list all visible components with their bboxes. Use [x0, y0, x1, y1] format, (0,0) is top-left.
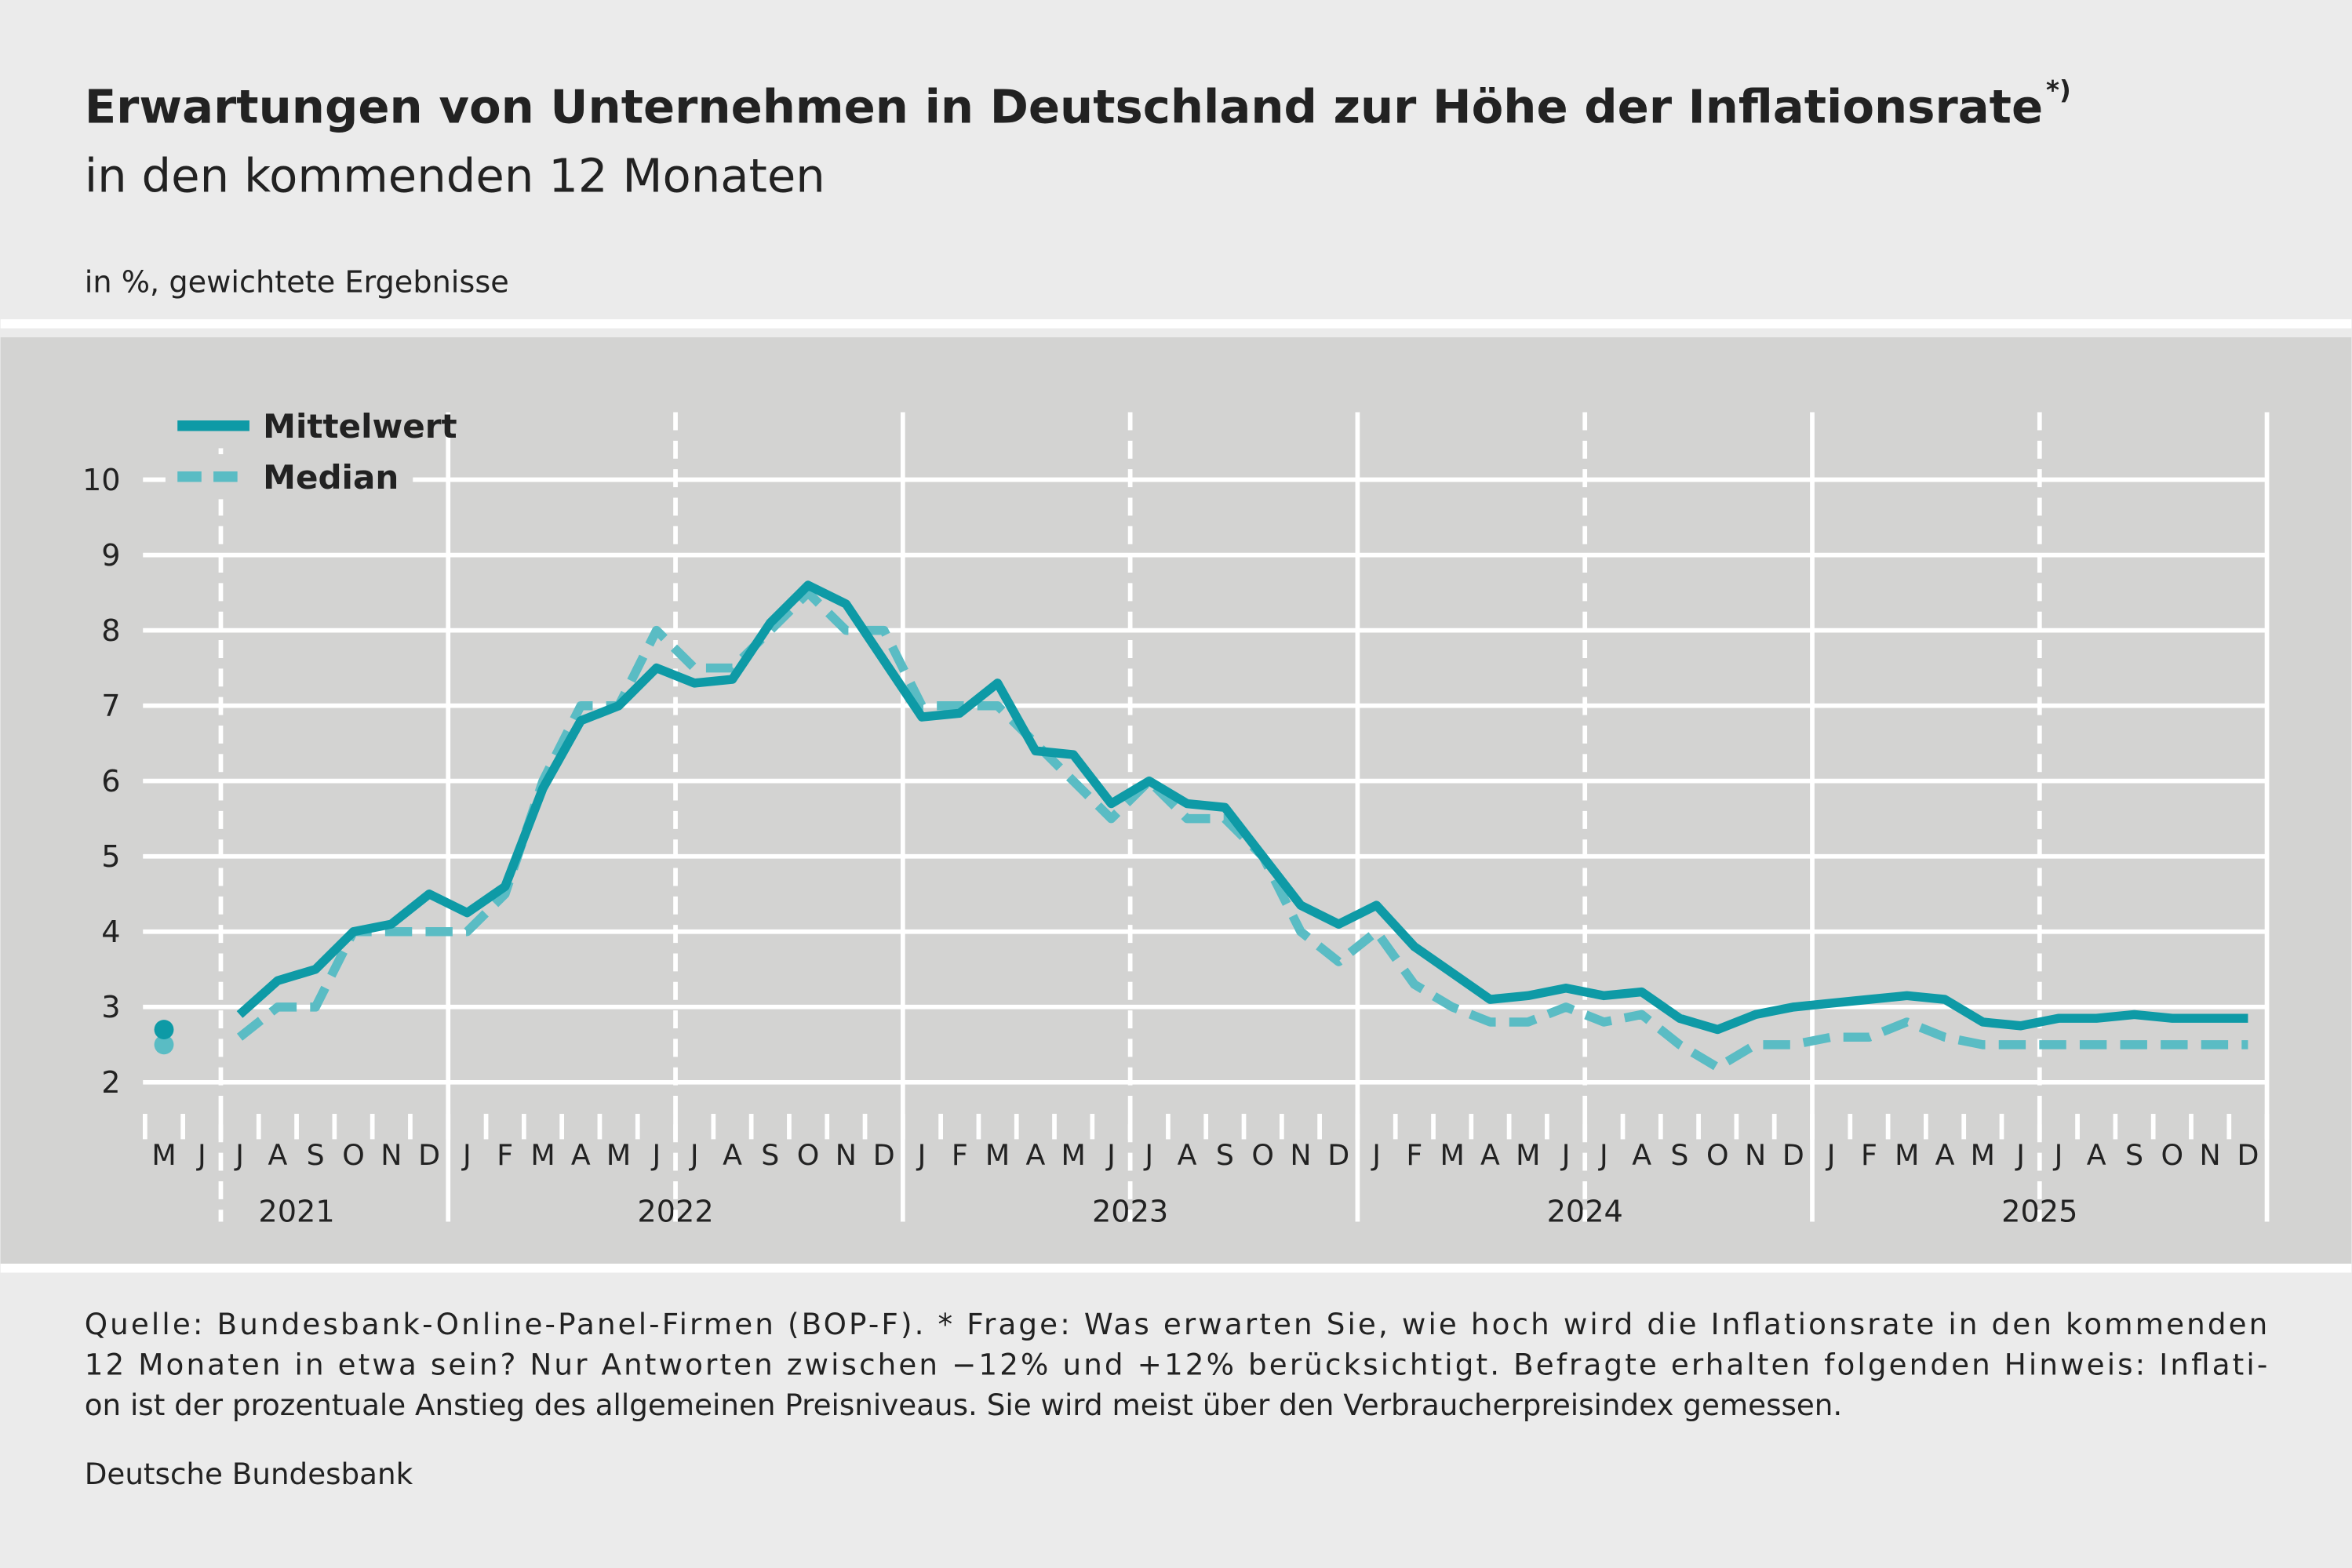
x-tick-label: S: [1216, 1138, 1234, 1172]
x-tick-label: A: [723, 1138, 742, 1172]
x-tick-label: F: [1861, 1138, 1877, 1172]
x-tick-label: M: [985, 1138, 1010, 1172]
y-tick-label: 3: [101, 991, 120, 1025]
chart-title: Erwartungen von Unternehmen in Deutschla…: [85, 80, 2043, 134]
x-tick-label: M: [1516, 1138, 1540, 1172]
x-tick-label: N: [1745, 1138, 1766, 1172]
x-tick-label: O: [797, 1138, 820, 1172]
x-tick-label: D: [1327, 1138, 1349, 1172]
title-note: *): [2046, 75, 2071, 105]
y-tick-label: 10: [82, 464, 121, 498]
x-tick-label: N: [2200, 1138, 2221, 1172]
source: Deutsche Bundesbank: [85, 1457, 413, 1491]
x-tick-label: O: [1251, 1138, 1274, 1172]
x-tick-label: S: [307, 1138, 325, 1172]
y-tick-label: 2: [101, 1066, 120, 1101]
separator: [0, 1264, 2352, 1273]
x-tick-label: J: [1560, 1138, 1571, 1172]
x-tick-label: M: [151, 1138, 176, 1172]
year-label: 2021: [258, 1195, 334, 1230]
x-tick-label: M: [1061, 1138, 1086, 1172]
x-tick-label: F: [1406, 1138, 1422, 1172]
x-tick-label: M: [1440, 1138, 1464, 1172]
x-tick-label: J: [234, 1138, 244, 1172]
x-tick-label: J: [1371, 1138, 1381, 1172]
y-tick-label: 7: [101, 689, 120, 724]
x-tick-label: D: [873, 1138, 895, 1172]
x-tick-label: J: [2053, 1138, 2063, 1172]
x-tick-label: N: [380, 1138, 402, 1172]
x-tick-label: J: [2015, 1138, 2025, 1172]
data-point: [154, 1035, 174, 1055]
y-tick-label: 9: [101, 539, 120, 573]
x-tick-label: J: [461, 1138, 471, 1172]
x-tick-label: M: [530, 1138, 555, 1172]
x-tick-label: A: [1025, 1138, 1045, 1172]
x-tick-label: F: [952, 1138, 968, 1172]
x-tick-label: A: [2087, 1138, 2106, 1172]
x-tick-label: O: [1706, 1138, 1729, 1172]
y-tick-label: 4: [101, 915, 120, 950]
x-tick-label: J: [196, 1138, 206, 1172]
x-tick-label: A: [1632, 1138, 1651, 1172]
y-tick-label: 8: [101, 614, 120, 649]
x-tick-label: D: [2237, 1138, 2259, 1172]
legend-bg: [165, 454, 413, 500]
x-tick-label: J: [689, 1138, 699, 1172]
x-tick-label: J: [1598, 1138, 1608, 1172]
x-tick-label: J: [1105, 1138, 1116, 1172]
x-tick-label: M: [1895, 1138, 1919, 1172]
separator: [0, 319, 2352, 329]
legend-label: Mittelwert: [263, 407, 457, 446]
x-tick-label: J: [651, 1138, 661, 1172]
subtitle: in den kommenden 12 Monaten: [85, 149, 825, 203]
x-tick-label: J: [916, 1138, 927, 1172]
x-tick-label: S: [1670, 1138, 1688, 1172]
x-tick-label: M: [1971, 1138, 1995, 1172]
footnote: on ist der prozentuale Anstieg des allge…: [85, 1388, 1843, 1422]
x-tick-label: A: [268, 1138, 287, 1172]
x-tick-label: D: [418, 1138, 440, 1172]
y-tick-label: 5: [101, 840, 120, 875]
series-line: [236, 580, 2248, 1035]
unit-note: in %, gewichtete Ergebnisse: [85, 266, 509, 300]
x-tick-label: S: [2125, 1138, 2143, 1172]
x-tick-label: J: [1143, 1138, 1153, 1172]
footnote: 12 Monaten in etwa sein? Nur Antworten z…: [85, 1347, 2268, 1381]
x-tick-label: D: [1782, 1138, 1804, 1172]
x-tick-label: S: [761, 1138, 779, 1172]
x-tick-label: J: [1826, 1138, 1836, 1172]
series-line: [236, 588, 2248, 1072]
data-point: [154, 1020, 174, 1040]
x-tick-label: A: [571, 1138, 591, 1172]
x-tick-label: F: [497, 1138, 513, 1172]
plot: 2345678910MJJASOND2021JFMAMJJASOND2022JF…: [82, 403, 2270, 1230]
legend-label: Median: [263, 458, 399, 497]
x-tick-label: A: [1935, 1138, 1955, 1172]
footnote: Quelle: Bundesbank-Online-Panel-Firmen (…: [85, 1307, 2268, 1341]
x-tick-label: M: [606, 1138, 631, 1172]
x-tick-label: A: [1480, 1138, 1500, 1172]
y-tick-label: 6: [101, 765, 120, 799]
x-tick-label: N: [1290, 1138, 1311, 1172]
x-tick-label: N: [836, 1138, 857, 1172]
x-tick-label: O: [2161, 1138, 2184, 1172]
x-tick-label: O: [342, 1138, 365, 1172]
x-tick-label: A: [1178, 1138, 1197, 1172]
